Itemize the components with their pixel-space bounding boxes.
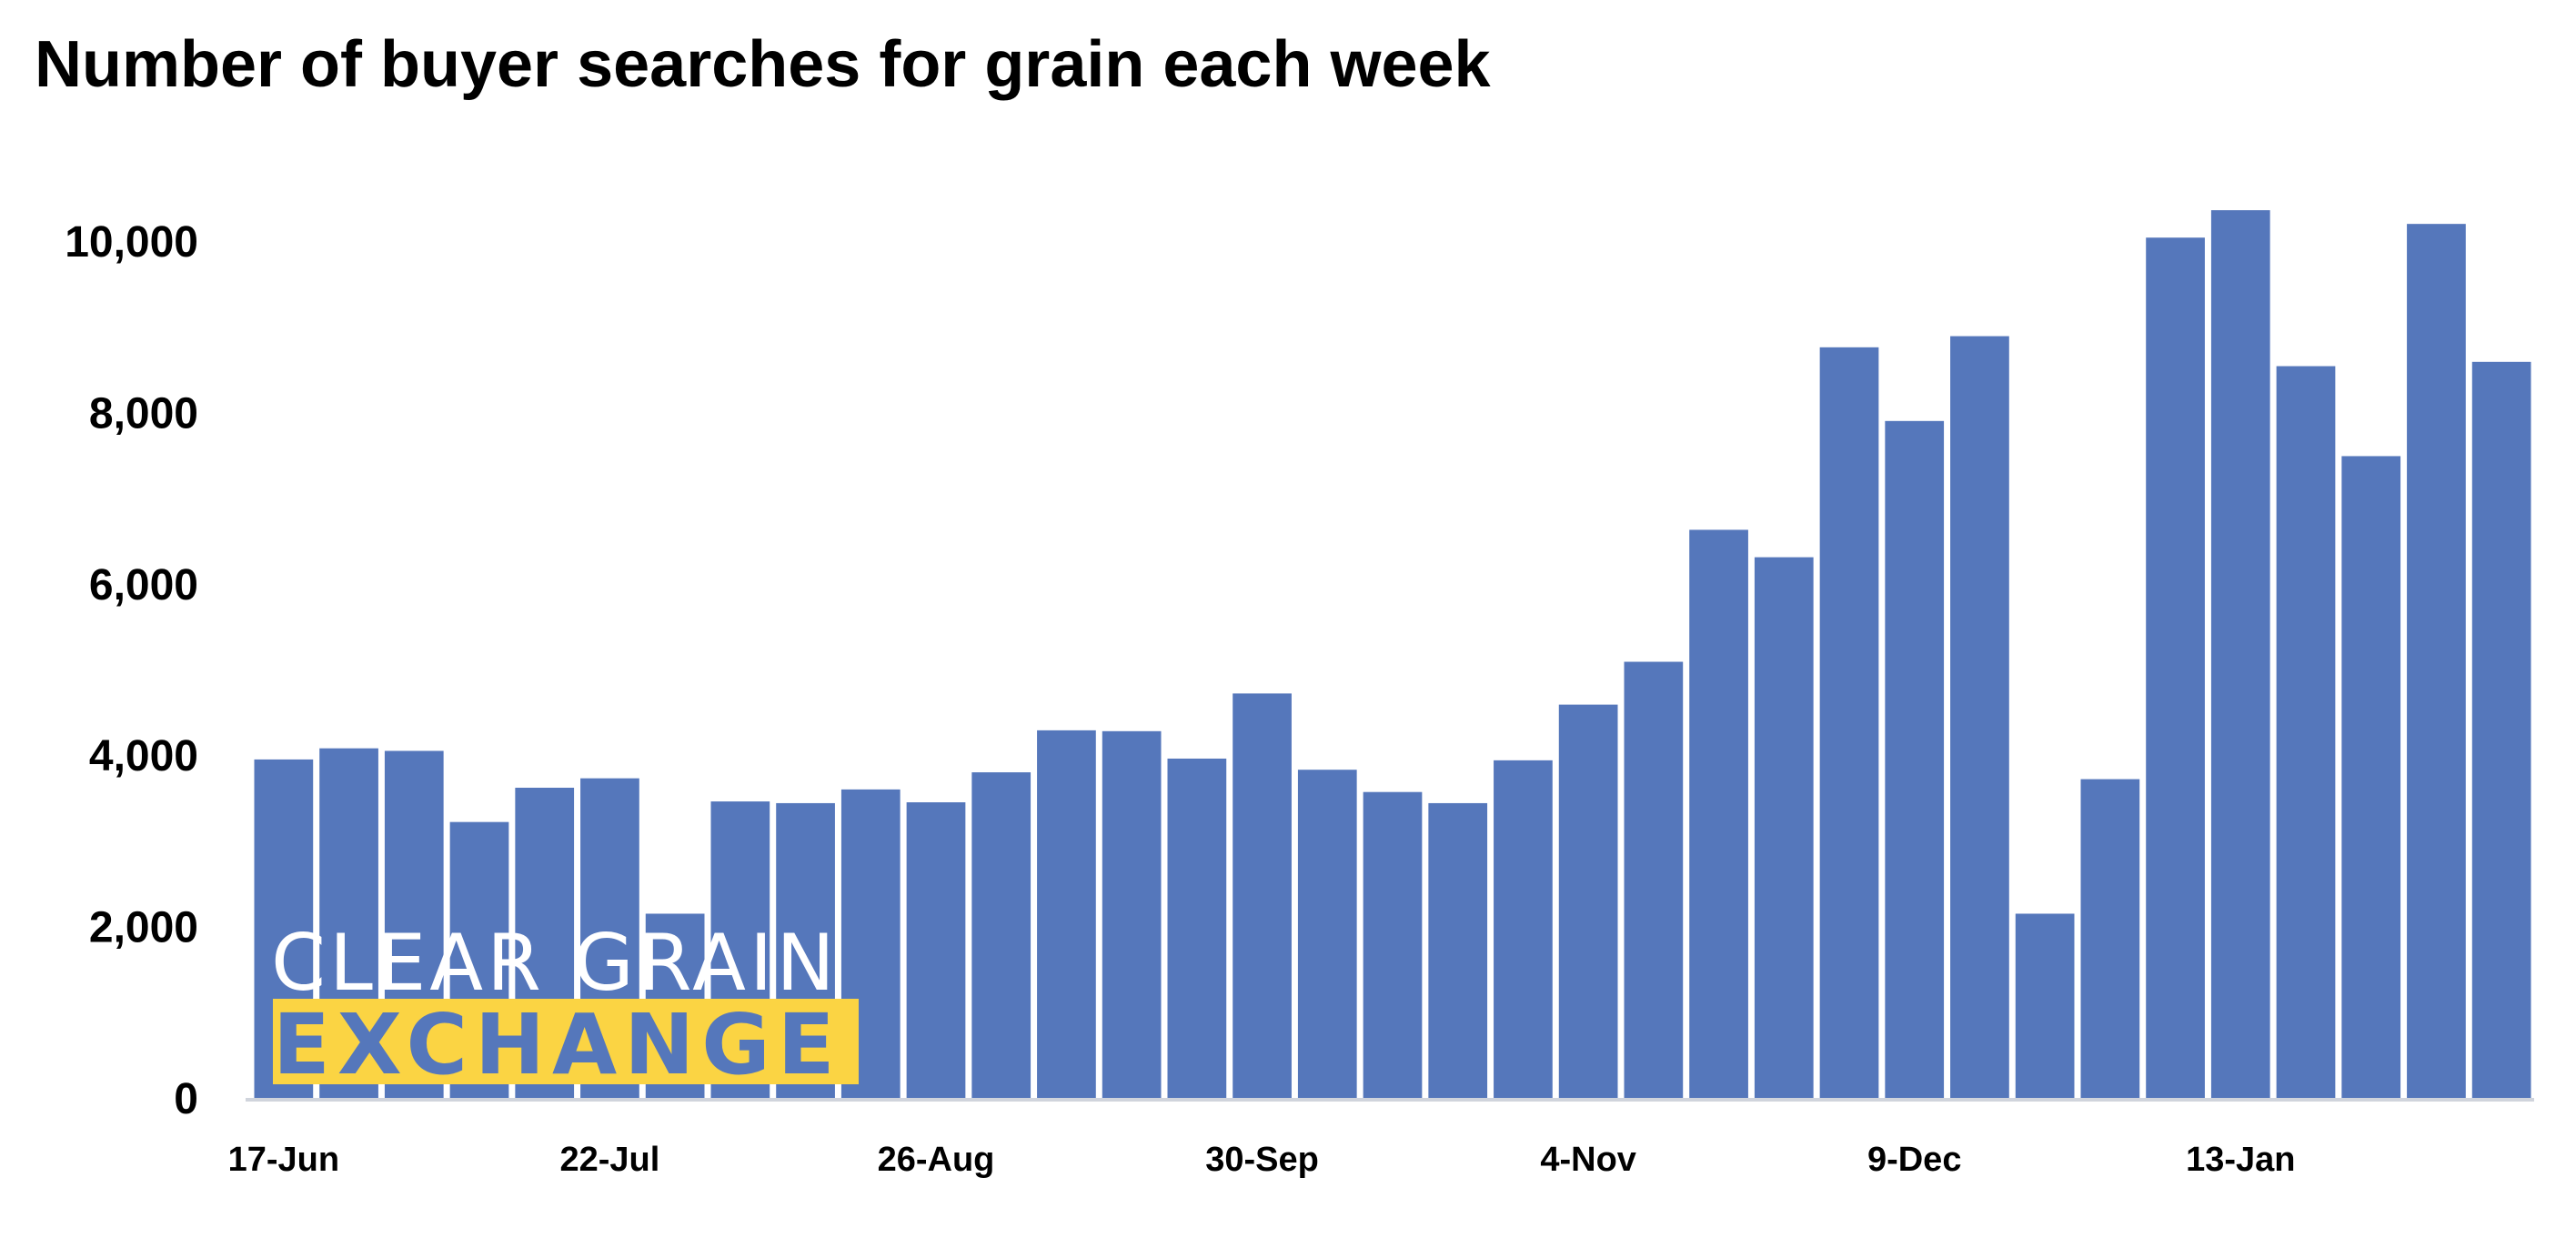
bar [1037, 730, 1096, 1098]
x-tick-label: 17-Jun [228, 1141, 339, 1179]
x-tick-label: 30-Sep [1205, 1141, 1319, 1179]
bar [1494, 760, 1553, 1098]
logo-yellow-bar-top [273, 999, 859, 1012]
clear-grain-exchange-logo: CLEAR GRAIN EXCHANGE [271, 918, 859, 1093]
bar [1297, 770, 1357, 1098]
y-axis-ticks: 0 2,000 4,000 6,000 8,000 10,000 [65, 218, 198, 1123]
bar [906, 802, 966, 1098]
bar [2407, 224, 2466, 1098]
bar [2471, 361, 2531, 1098]
bar [1950, 336, 2009, 1098]
bar [1819, 347, 1879, 1099]
bar [1624, 661, 1684, 1098]
bar [1428, 802, 1488, 1098]
bar [1363, 791, 1423, 1098]
y-tick-label: 8,000 [89, 389, 198, 438]
logo-line2: EXCHANGE [273, 996, 842, 1093]
logo-yellow-band [273, 1012, 859, 1072]
bar [2276, 366, 2336, 1099]
chart-title: Number of buyer searches for grain each … [35, 28, 1491, 101]
x-axis-ticks: 17-Jun 22-Jul 26-Aug 30-Sep 4-Nov 9-Dec 13-Jan [228, 1141, 2296, 1179]
bar [2210, 210, 2270, 1098]
y-tick-label: 10,000 [65, 218, 198, 267]
bar [2146, 237, 2205, 1098]
bar [971, 772, 1031, 1098]
bar [1558, 704, 1618, 1098]
bar [1754, 557, 1814, 1098]
x-tick-label: 9-Dec [1867, 1141, 1962, 1179]
bar [2015, 913, 2075, 1098]
logo-line1: CLEAR GRAIN [271, 918, 839, 1009]
bar [1167, 758, 1227, 1098]
bar [1102, 730, 1162, 1098]
bar [1885, 420, 1945, 1098]
y-tick-label: 4,000 [89, 732, 198, 780]
x-tick-label: 4-Nov [1540, 1141, 1636, 1179]
bar [1233, 693, 1292, 1098]
x-tick-label: 13-Jan [2186, 1141, 2295, 1179]
bar [2341, 456, 2401, 1098]
y-tick-label: 6,000 [89, 561, 198, 609]
logo-yellow-bar-bottom [273, 1072, 859, 1084]
x-tick-label: 22-Jul [560, 1141, 660, 1179]
bar [2080, 779, 2140, 1098]
x-tick-label: 26-Aug [878, 1141, 995, 1179]
y-tick-label: 0 [174, 1075, 198, 1123]
bar [1689, 529, 1748, 1098]
y-tick-label: 2,000 [89, 904, 198, 952]
